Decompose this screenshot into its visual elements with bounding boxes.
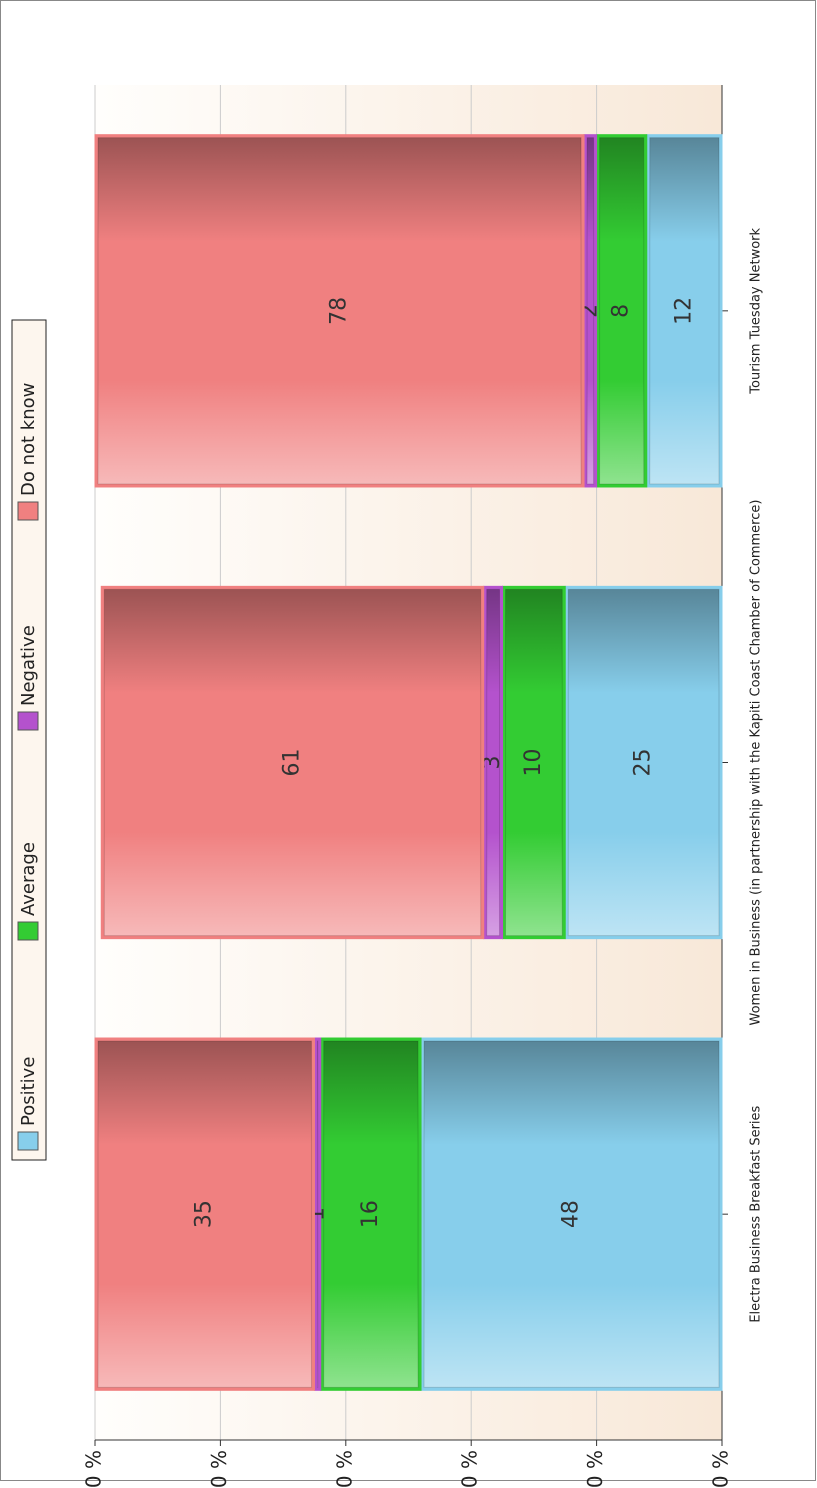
data-label: 48 (559, 1200, 584, 1228)
data-label: 3 (480, 756, 505, 770)
data-label: 12 (671, 297, 696, 325)
data-label: 10 (521, 749, 546, 777)
legend-label: Do not know (18, 383, 39, 496)
bar-shade (649, 137, 720, 485)
data-label: 16 (358, 1200, 383, 1228)
y-tick-label: 40 % (458, 1450, 482, 1488)
y-tick-label: 100 % (82, 1450, 106, 1488)
bar-shade (323, 1040, 419, 1388)
legend-swatch (17, 711, 39, 731)
bar-shade (103, 588, 482, 937)
legend-swatch (17, 501, 39, 521)
data-label: 78 (327, 297, 352, 325)
legend-label: Negative (18, 625, 39, 706)
data-label: 8 (609, 304, 634, 318)
bar-shade (423, 1040, 720, 1388)
bar-shade (97, 137, 582, 485)
bar-shade (505, 588, 563, 937)
plot: 0 % 20 % 40 % 60 % 80 % 100 % Electra Business… (11, 85, 764, 1488)
bar-shade (586, 137, 595, 485)
legend-swatch (17, 1131, 39, 1151)
legend-label: Average (18, 842, 39, 916)
y-tick-label: 0 % (709, 1450, 733, 1488)
y-tick-label: 80 % (207, 1450, 231, 1488)
bar-shade (97, 1040, 312, 1388)
bar-shade (567, 588, 720, 937)
x-tick-label: Electra Business Breakfast Series (749, 1105, 764, 1322)
x-tick-label: Women in Business (in partnership with t… (749, 500, 764, 1026)
data-label: 35 (192, 1200, 217, 1228)
bar-shade (486, 588, 501, 937)
bar-shade (599, 137, 645, 485)
data-label: 25 (631, 749, 656, 777)
legend-box (11, 319, 47, 1161)
data-label: 61 (280, 749, 305, 777)
y-tick-label: 20 % (583, 1450, 607, 1488)
x-tick-label: Tourism Tuesday Network (749, 227, 764, 394)
legend-label: Positive (18, 1057, 39, 1126)
legend-swatch (17, 921, 39, 941)
y-tick-label: 60 % (332, 1450, 356, 1488)
